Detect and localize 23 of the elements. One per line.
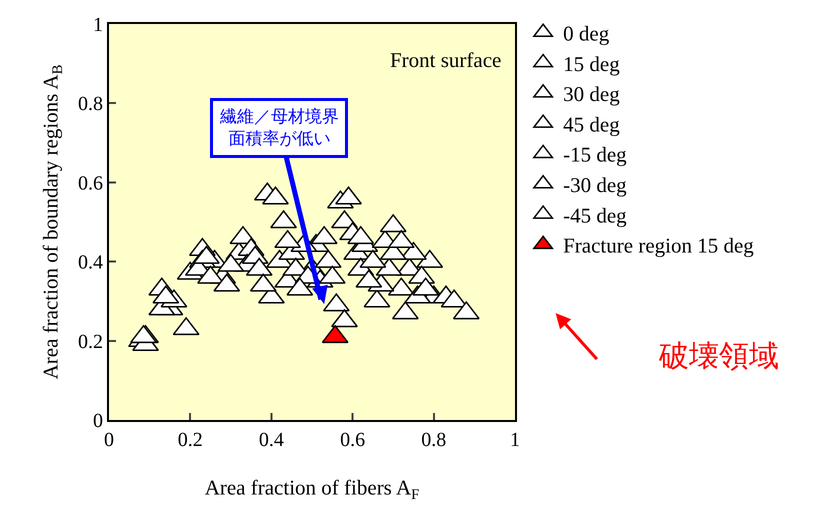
x-tick-label: 0.8 (421, 429, 446, 451)
legend-label: 30 deg (563, 82, 620, 106)
legend-label: -15 deg (563, 142, 628, 167)
x-tick-label: 0.6 (340, 429, 366, 451)
legend-label: -30 deg (563, 172, 628, 197)
y-tick-label: 0.4 (78, 252, 103, 274)
x-tick-label: 0.2 (178, 429, 203, 451)
y-tick-label: 1 (93, 14, 103, 36)
text: 破壊領域 (658, 339, 779, 374)
y-tick-label: 0 (93, 410, 103, 432)
legend-label: 15 deg (563, 52, 620, 76)
x-axis-title: Area fraction of fibers A$_{F}$ (204, 476, 420, 504)
y-tick-label: 0.8 (78, 93, 103, 116)
annotation: 繊維／母材境界面積率が低い (219, 107, 339, 150)
legend-label: 0 deg (563, 21, 610, 46)
legend-label: -45 deg (563, 203, 628, 228)
y-tick-label: 0.2 (78, 330, 103, 353)
legend-label: Fracture region 15 deg (563, 234, 754, 258)
x-tick-label: 1 (510, 429, 520, 451)
y-tick-label: 0.6 (78, 172, 103, 194)
annotation: Front surface (390, 48, 502, 72)
legend-label: 45 deg (563, 112, 620, 136)
x-tick-label: 0.4 (258, 429, 284, 451)
